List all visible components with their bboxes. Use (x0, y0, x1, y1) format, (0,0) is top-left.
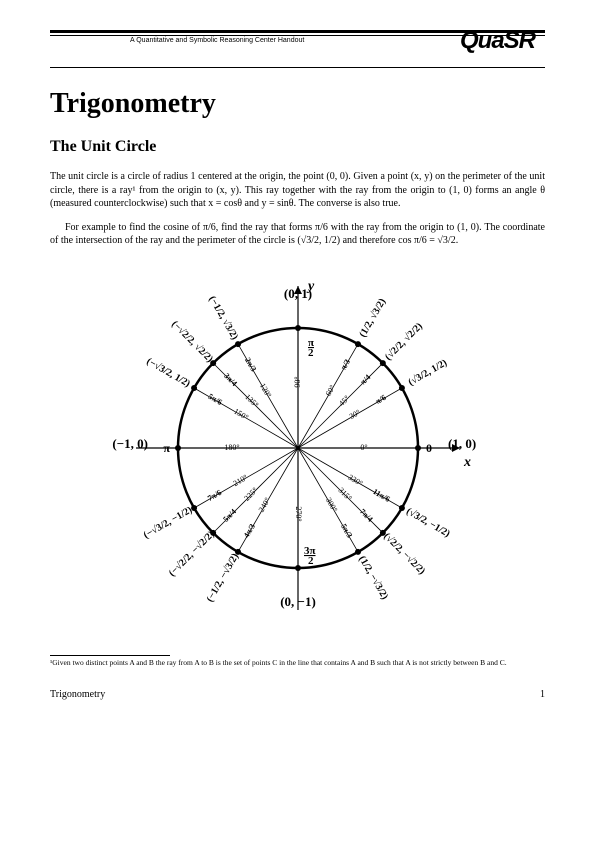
header-logo: QuaSR (460, 27, 535, 55)
svg-text:(√2/2, √2/2): (√2/2, √2/2) (382, 320, 424, 362)
svg-text:(−1/2, √3/2): (−1/2, √3/2) (206, 294, 240, 341)
svg-text:11π/6: 11π/6 (371, 486, 391, 503)
svg-text:(−√3/2, 1/2): (−√3/2, 1/2) (144, 355, 191, 389)
svg-text:2: 2 (308, 347, 314, 359)
svg-text:2π/3: 2π/3 (243, 355, 258, 372)
svg-text:π/3: π/3 (338, 357, 351, 371)
svg-text:45°: 45° (337, 393, 351, 407)
svg-text:5π/3: 5π/3 (339, 522, 354, 539)
svg-text:2: 2 (308, 555, 314, 567)
svg-text:π/4: π/4 (358, 372, 372, 386)
svg-text:(−1, 0): (−1, 0) (112, 436, 148, 451)
footer-left: Trigonometry (50, 689, 105, 700)
svg-text:0°: 0° (360, 442, 367, 451)
svg-text:90°: 90° (292, 376, 301, 387)
svg-text:270°: 270° (294, 506, 303, 521)
intro-paragraph-1: The unit circle is a circle of radius 1 … (50, 170, 545, 211)
unit-circle-svg: xy0°30°π/6(√3/2, 1/2)45°π/4(√2/2, √2/2)6… (108, 258, 488, 638)
svg-text:240°: 240° (256, 495, 271, 513)
svg-text:7π/4: 7π/4 (357, 507, 374, 524)
svg-text:(1/2, √3/2): (1/2, √3/2) (357, 296, 388, 338)
svg-text:120°: 120° (257, 381, 272, 399)
svg-text:180°: 180° (224, 442, 239, 451)
svg-text:π/6: π/6 (373, 392, 387, 405)
footnote-text: ¹Given two distinct points A and B the r… (50, 658, 545, 667)
svg-text:(√3/2, −1/2): (√3/2, −1/2) (404, 505, 451, 539)
footnote-rule (50, 655, 170, 656)
svg-text:(−1/2, −√3/2): (−1/2, −√3/2) (204, 551, 241, 603)
header-banner: A Quantitative and Symbolic Reasoning Ce… (50, 30, 545, 68)
svg-text:5π/6: 5π/6 (206, 391, 223, 406)
svg-text:210°: 210° (231, 472, 249, 487)
svg-text:(√2/2, −√2/2): (√2/2, −√2/2) (381, 530, 427, 576)
svg-text:315°: 315° (336, 485, 353, 502)
intro-paragraph-2: For example to find the cosine of π/6, f… (50, 221, 545, 248)
svg-text:π: π (163, 441, 170, 455)
svg-text:4π/3: 4π/3 (241, 522, 256, 539)
svg-text:30°: 30° (347, 407, 361, 420)
svg-text:60°: 60° (323, 383, 336, 397)
header-subtitle: A Quantitative and Symbolic Reasoning Ce… (130, 37, 304, 44)
svg-text:3π/4: 3π/4 (222, 371, 239, 388)
page-footer: Trigonometry 1 (50, 689, 545, 700)
page-title: Trigonometry (50, 88, 545, 120)
svg-text:(1, 0): (1, 0) (448, 436, 476, 451)
svg-text:x: x (463, 455, 471, 470)
unit-circle-diagram: xy0°30°π/6(√3/2, 1/2)45°π/4(√2/2, √2/2)6… (50, 258, 545, 643)
svg-text:(−√2/2, −√2/2): (−√2/2, −√2/2) (166, 528, 216, 578)
footer-right: 1 (540, 689, 545, 700)
svg-text:7π/6: 7π/6 (205, 487, 222, 502)
svg-text:(0, −1): (0, −1) (280, 594, 316, 609)
svg-text:225°: 225° (242, 485, 259, 502)
svg-text:(1/2, −√3/2): (1/2, −√3/2) (356, 554, 390, 601)
svg-text:300°: 300° (323, 495, 338, 513)
svg-text:(−√3/2, −1/2): (−√3/2, −1/2) (141, 504, 193, 541)
svg-text:150°: 150° (232, 406, 250, 421)
svg-text:(√3/2, 1/2): (√3/2, 1/2) (406, 357, 448, 388)
svg-text:135°: 135° (243, 392, 260, 409)
svg-text:(0, 1): (0, 1) (283, 286, 311, 301)
svg-text:(−√2/2, √2/2): (−√2/2, √2/2) (169, 318, 215, 364)
svg-text:330°: 330° (346, 472, 364, 487)
svg-text:0: 0 (426, 441, 432, 455)
svg-text:5π/4: 5π/4 (221, 507, 238, 524)
section-heading: The Unit Circle (50, 138, 545, 156)
